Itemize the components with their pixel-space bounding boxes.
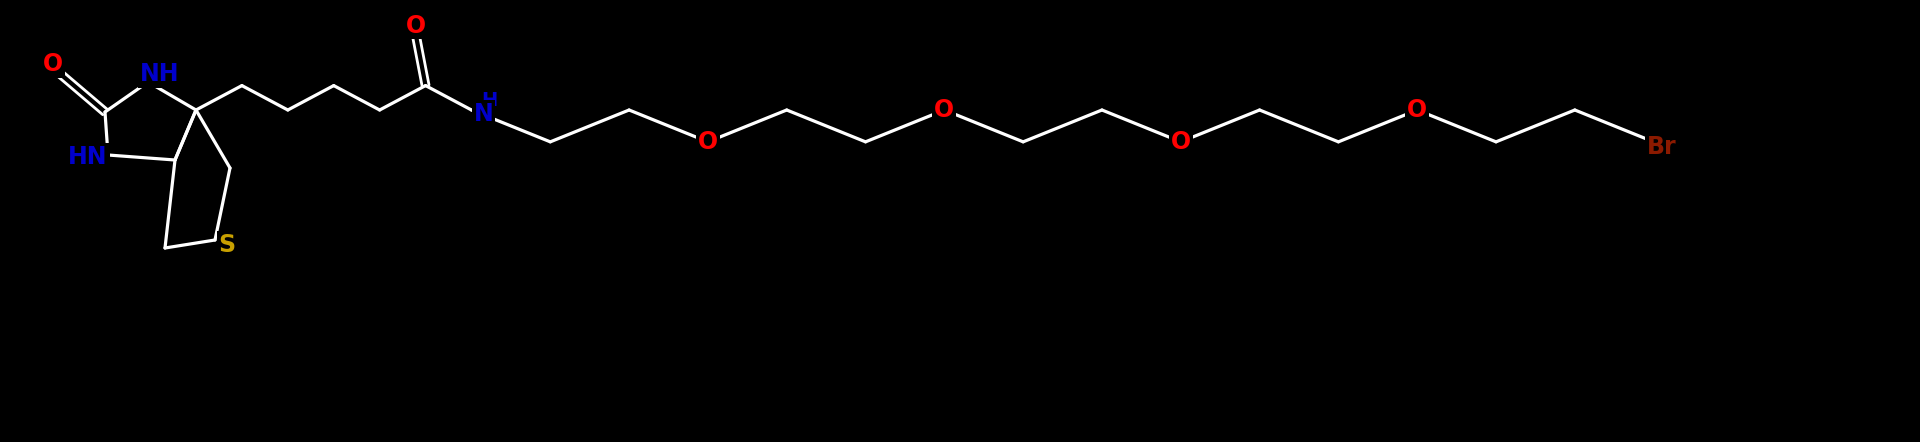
- Text: NH: NH: [140, 62, 180, 86]
- Text: O: O: [1171, 130, 1190, 154]
- Text: O: O: [405, 14, 426, 38]
- Text: N: N: [474, 102, 493, 126]
- Text: Br: Br: [1647, 135, 1676, 159]
- Text: HN: HN: [69, 145, 108, 169]
- Text: O: O: [1407, 98, 1427, 122]
- Text: O: O: [697, 130, 718, 154]
- Text: O: O: [935, 98, 954, 122]
- Text: S: S: [219, 233, 236, 257]
- Text: H: H: [482, 91, 497, 110]
- Text: O: O: [42, 52, 63, 76]
